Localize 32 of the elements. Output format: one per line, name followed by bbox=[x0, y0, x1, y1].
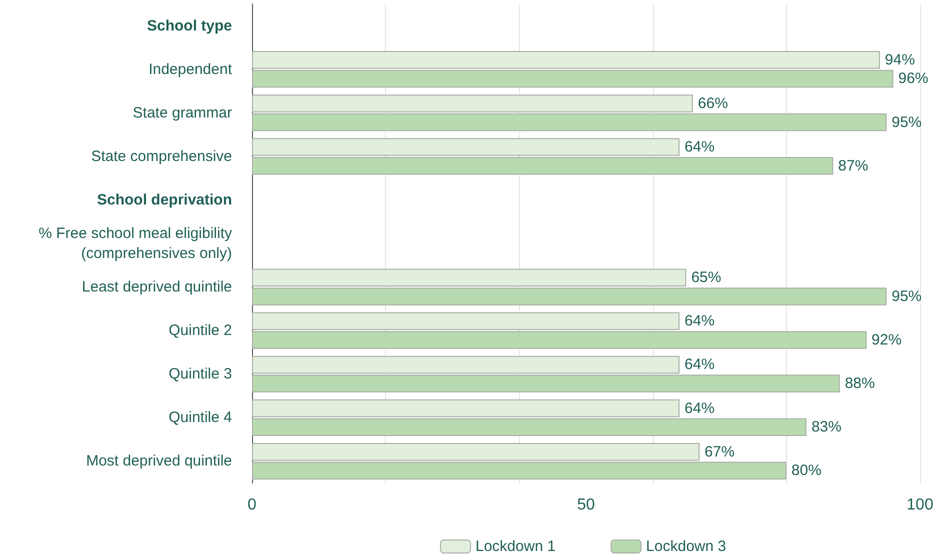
y-tick-label: Most deprived quintile bbox=[86, 452, 232, 470]
data-label: 64% bbox=[684, 312, 715, 330]
data-label: 94% bbox=[884, 51, 915, 68]
legend-label: Lockdown 3 bbox=[646, 538, 726, 555]
data-label: 64% bbox=[684, 400, 715, 417]
y-tick-label: % Free school meal eligibility (comprehensives only) bbox=[38, 225, 232, 262]
data-label: 87% bbox=[838, 157, 868, 174]
y-tick-label: Quintile 2 bbox=[168, 322, 232, 340]
y-tick-label: Quintile 4 bbox=[168, 409, 232, 426]
legend-label: Lockdown 1 bbox=[476, 538, 556, 555]
data-label: 95% bbox=[892, 288, 922, 305]
y-tick-label: Least deprived quintile bbox=[82, 278, 232, 296]
y-tick-label: State comprehensive bbox=[91, 148, 232, 165]
data-label: 66% bbox=[698, 94, 728, 112]
x-tick-label: 0 bbox=[248, 496, 257, 514]
data-label: 88% bbox=[844, 375, 875, 392]
y-tick-label: Independent bbox=[148, 60, 233, 78]
data-label: 92% bbox=[872, 332, 902, 348]
data-label: 64% bbox=[684, 138, 715, 156]
y-tick-label: School deprivation bbox=[96, 191, 232, 208]
y-tick-label: State grammar bbox=[132, 104, 232, 122]
y-tick-label: Quintile 3 bbox=[168, 366, 232, 383]
y-tick-label: School type bbox=[146, 17, 232, 34]
data-label: 64% bbox=[684, 356, 715, 374]
x-tick-label: 100 bbox=[906, 496, 934, 514]
data-label: 80% bbox=[791, 462, 822, 480]
data-label: 83% bbox=[811, 418, 842, 436]
x-tick-label: 50 bbox=[577, 496, 595, 514]
data-label: 65% bbox=[691, 269, 722, 286]
data-label: 96% bbox=[898, 70, 928, 88]
data-label: 67% bbox=[704, 443, 735, 460]
data-label: 95% bbox=[892, 114, 922, 131]
